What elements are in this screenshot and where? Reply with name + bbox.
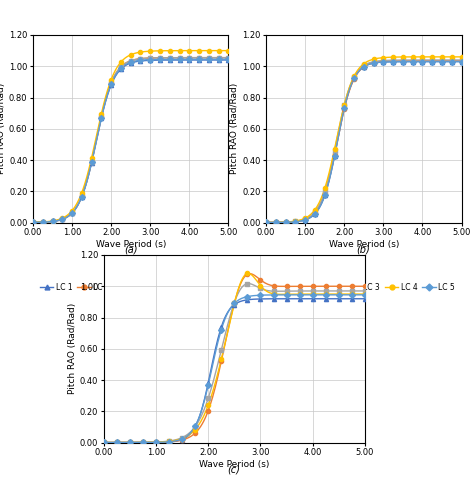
Y-axis label: Pitch RAO (Rad/Rad): Pitch RAO (Rad/Rad) [230,83,239,174]
Text: (a): (a) [124,244,138,254]
Text: (b): (b) [357,244,371,254]
Y-axis label: Pitch RAO (Rad/Rad): Pitch RAO (Rad/Rad) [68,303,77,394]
X-axis label: Wave Period (s): Wave Period (s) [199,460,269,469]
Text: (c): (c) [227,464,241,474]
Legend: LC 1, LC 2, LC 3, LC 4, LC 5: LC 1, LC 2, LC 3, LC 4, LC 5 [273,282,455,292]
X-axis label: Wave Period (s): Wave Period (s) [96,240,166,249]
Y-axis label: Pitch RAO (Rad/Rad): Pitch RAO (Rad/Rad) [0,83,6,174]
Legend: LC 1, LC 2, LC 3, LC 4, LC 5: LC 1, LC 2, LC 3, LC 4, LC 5 [40,282,222,292]
X-axis label: Wave Period (s): Wave Period (s) [329,240,399,249]
